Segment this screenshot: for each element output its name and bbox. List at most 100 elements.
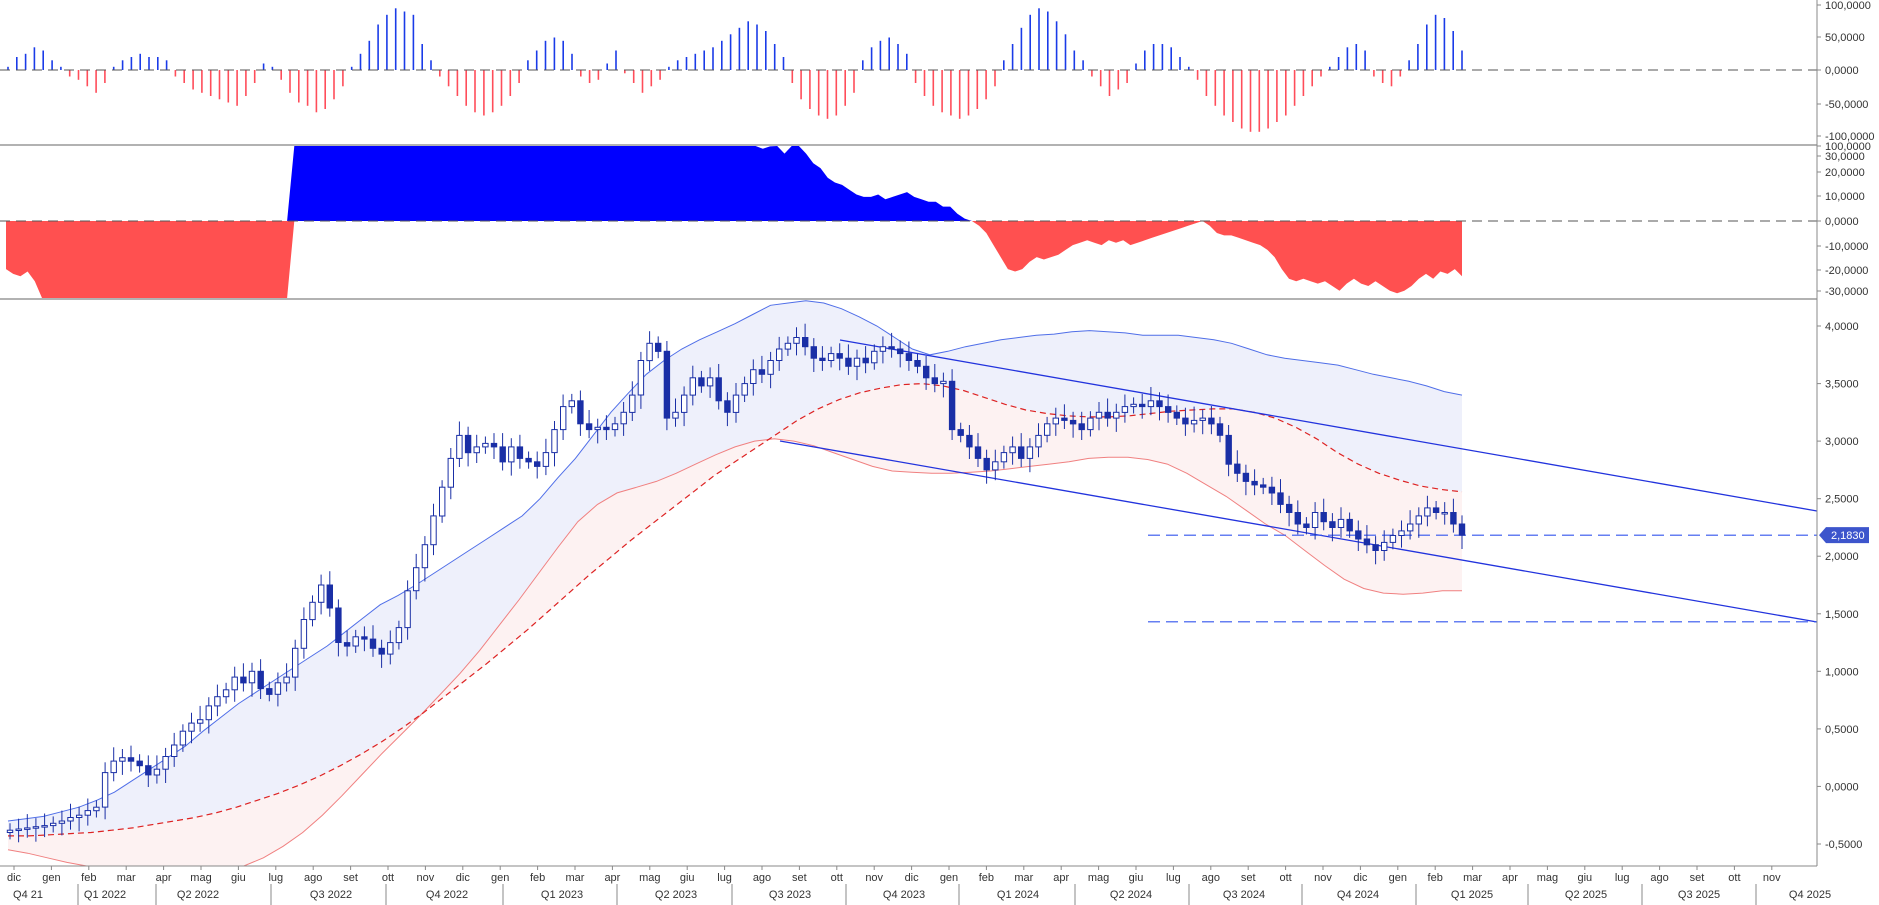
candle-body xyxy=(335,607,342,643)
candle-body xyxy=(957,429,964,436)
candlestick xyxy=(1242,464,1250,496)
price-y-tick-label: 3,0000 xyxy=(1825,436,1859,448)
month-label: ott xyxy=(1728,872,1740,884)
candle-body xyxy=(1052,417,1059,425)
candlestick xyxy=(1251,469,1258,496)
month-label: mag xyxy=(1088,872,1109,884)
candle-body xyxy=(836,353,843,359)
candlestick xyxy=(1173,405,1180,425)
candlestick xyxy=(145,755,152,787)
quarter-label: Q2 2024 xyxy=(1110,889,1152,901)
candle-body xyxy=(58,820,66,824)
month-label: mag xyxy=(1537,872,1558,884)
candlestick xyxy=(560,394,567,440)
candlestick xyxy=(732,383,740,423)
candlestick xyxy=(1311,502,1319,540)
candlestick xyxy=(378,639,385,668)
candlestick xyxy=(776,336,783,371)
month-label: gen xyxy=(42,872,60,884)
candle-body xyxy=(110,760,117,774)
candle-body xyxy=(871,350,878,364)
candlestick xyxy=(1018,433,1025,467)
month-label: ago xyxy=(304,872,322,884)
candlestick xyxy=(1389,528,1397,550)
upper-trendline xyxy=(839,339,1818,512)
candle-body xyxy=(413,567,420,592)
candlestick xyxy=(413,553,420,600)
quarter-label: Q4 2022 xyxy=(426,889,468,901)
month-label: feb xyxy=(81,872,96,884)
upper-band-fill xyxy=(8,300,1462,836)
area-y-tick-label: -30,0000 xyxy=(1825,286,1868,298)
candlestick xyxy=(1277,479,1284,514)
month-label: apr xyxy=(1053,872,1069,884)
candle-body xyxy=(1069,419,1077,425)
month-label: lug xyxy=(717,872,732,884)
candle-body xyxy=(1078,423,1085,431)
candle-body xyxy=(620,411,627,425)
candle-body xyxy=(369,638,377,649)
candlestick xyxy=(1424,495,1431,527)
candle-body xyxy=(1441,512,1448,515)
histogram-y-tick-label: -50,0000 xyxy=(1825,99,1868,111)
candlestick xyxy=(162,747,169,783)
candle-body xyxy=(672,411,679,419)
candle-body xyxy=(776,348,783,361)
candle-body xyxy=(758,369,766,375)
candlestick xyxy=(992,449,999,481)
month-label: dic xyxy=(905,872,920,884)
month-label: gen xyxy=(491,872,509,884)
candle-body xyxy=(292,647,299,678)
candlestick xyxy=(404,580,411,640)
candlestick xyxy=(101,762,109,820)
candlestick xyxy=(110,747,117,782)
price-y-tick-label: 2,0000 xyxy=(1825,551,1859,563)
candle-body xyxy=(361,636,368,640)
candlestick xyxy=(983,449,990,484)
candlestick xyxy=(741,376,748,402)
candle-body xyxy=(205,705,213,721)
last-price-badge-shape xyxy=(1819,527,1869,544)
candle-body xyxy=(6,829,14,834)
candlestick xyxy=(473,434,480,463)
candlestick xyxy=(119,749,126,775)
middle-band-line xyxy=(8,382,1463,837)
candle-body xyxy=(119,757,126,762)
candle-body xyxy=(1121,406,1129,413)
candlestick xyxy=(629,381,636,421)
candle-body xyxy=(741,383,748,396)
candlestick xyxy=(879,336,887,364)
candle-body xyxy=(577,400,584,425)
candlestick xyxy=(585,410,593,439)
candlestick xyxy=(897,340,904,368)
candle-body xyxy=(905,353,913,362)
candlestick xyxy=(369,625,377,657)
candlestick xyxy=(1294,500,1301,535)
candle-body xyxy=(827,353,835,362)
candlestick xyxy=(594,418,601,444)
area-y-tick-label: 10,0000 xyxy=(1825,191,1865,203)
candle-body xyxy=(923,365,930,379)
candle-body xyxy=(879,346,887,352)
candlestick xyxy=(335,599,342,657)
candle-body xyxy=(404,590,411,629)
candlestick xyxy=(516,434,524,469)
candle-body xyxy=(966,434,973,448)
candle-body xyxy=(1095,411,1103,419)
candle-body xyxy=(318,584,325,603)
candle-body xyxy=(1346,518,1353,532)
candlestick xyxy=(326,571,334,617)
candle-body xyxy=(171,744,178,757)
candlestick xyxy=(171,732,178,767)
candlestick xyxy=(542,438,550,476)
candlestick xyxy=(197,705,204,732)
candlestick xyxy=(637,351,645,409)
candlestick xyxy=(214,684,221,717)
candlestick xyxy=(767,351,774,389)
candlestick xyxy=(888,332,895,358)
month-label: dic xyxy=(7,872,22,884)
month-label: gen xyxy=(1389,872,1407,884)
candle-body xyxy=(897,348,904,355)
